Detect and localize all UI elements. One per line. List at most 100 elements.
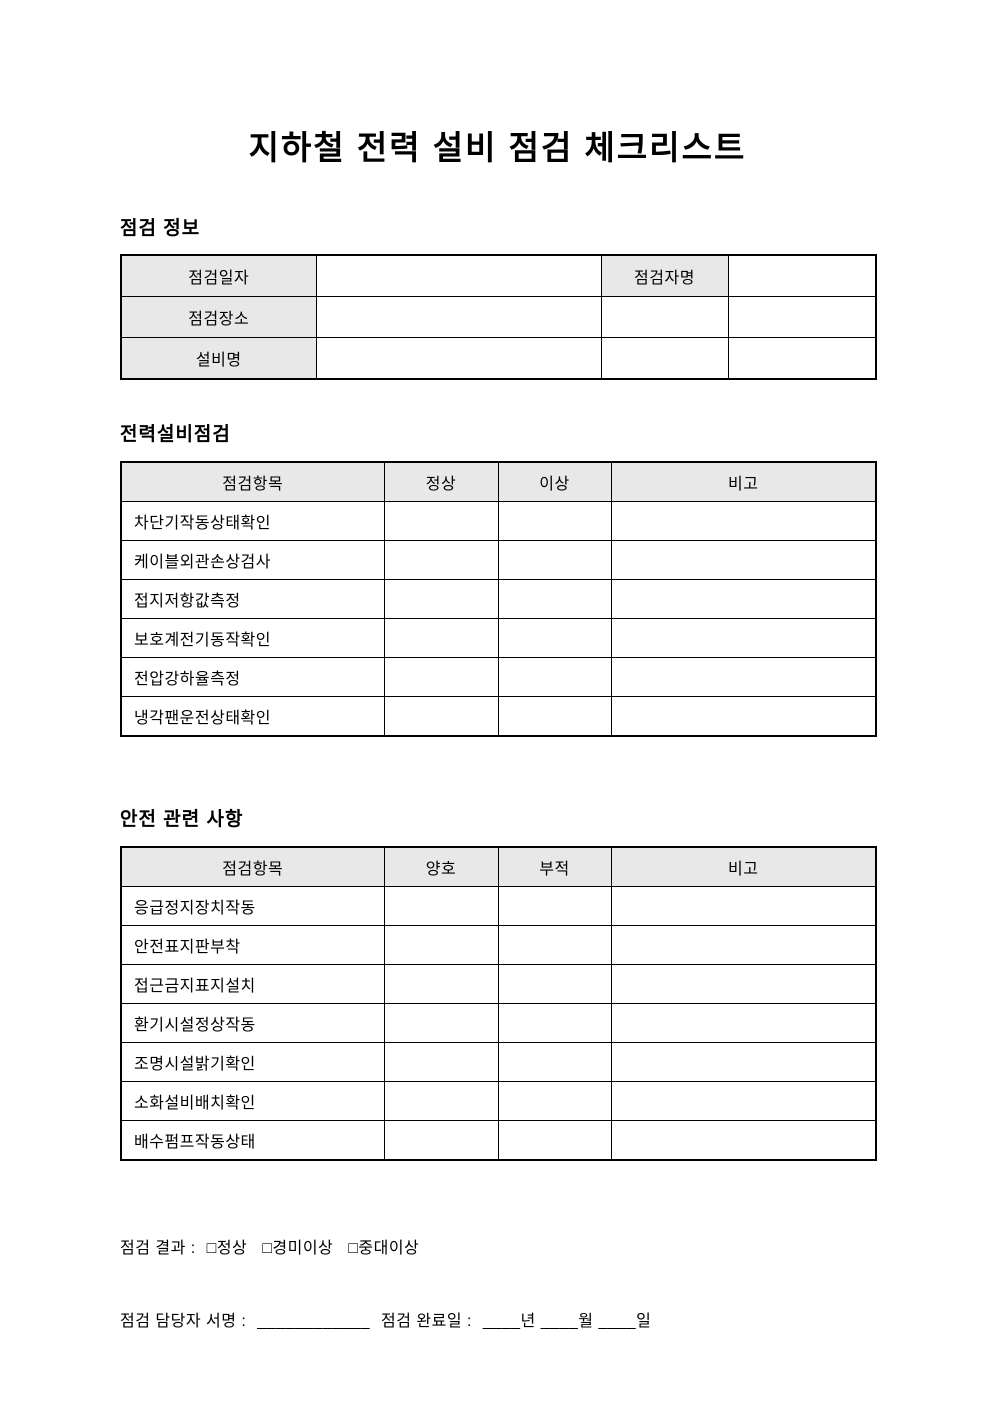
item-label: 환기시설정상작동 [120,1002,385,1043]
check-cell-good[interactable] [383,924,499,965]
section-heading-power: 전력설비점검 [120,424,231,446]
safety-check-table: 점검항목 양호 부적 비고 응급정지장치작동 안전표지판부착 접근금지표지설치 … [120,845,877,1161]
signature-blank[interactable]: ____________ [257,1312,371,1330]
completion-month-blank[interactable]: ____월 [540,1312,594,1330]
section-heading-safety: 안전 관련 사항 [120,809,244,831]
check-cell-good[interactable] [383,1080,499,1121]
check-cell-bad[interactable] [497,963,612,1004]
field-value-location[interactable] [315,296,602,339]
table-row: 안전표지판부착 [120,924,877,965]
item-label: 차단기작동상태확인 [120,501,385,542]
document-title: 지하철 전력 설비 점검 체크리스트 [248,129,747,166]
remarks-cell[interactable] [610,696,877,737]
check-cell-normal[interactable] [383,540,499,581]
remarks-cell[interactable] [610,1041,877,1082]
check-cell-normal[interactable] [383,501,499,542]
item-label: 응급정지장치작동 [120,885,385,926]
table-row: 접지저항값측정 [120,579,877,620]
item-label: 접지저항값측정 [120,579,385,620]
remarks-cell[interactable] [610,924,877,965]
check-cell-abnormal[interactable] [497,501,612,542]
item-label: 소화설비배치확인 [120,1080,385,1121]
info-table: 점검일자 점검자명 점검장소 설비명 [120,254,877,381]
table-row: 배수펌프작동상태 [120,1119,877,1161]
check-cell-abnormal[interactable] [497,657,612,698]
field-value-date[interactable] [315,254,602,298]
remarks-cell[interactable] [610,501,877,542]
check-cell-bad[interactable] [497,1080,612,1121]
checkbox-option-major[interactable]: □중대이상 [348,1239,420,1257]
table-row: 보호계전기동작확인 [120,618,877,659]
power-header-row: 점검항목 정상 이상 비고 [120,461,877,503]
table-row: 접근금지표지설치 [120,963,877,1004]
result-label: 점검 결과 : [120,1239,196,1257]
check-cell-good[interactable] [383,1041,499,1082]
remarks-cell[interactable] [610,885,877,926]
check-cell-normal[interactable] [383,657,499,698]
remarks-cell[interactable] [610,1002,877,1043]
item-label: 전압강하율측정 [120,657,385,698]
remarks-cell[interactable] [610,540,877,581]
field-label-date: 점검일자 [120,254,317,298]
field-label-inspector: 점검자명 [600,254,729,298]
empty-cell[interactable] [600,337,729,380]
completion-label: 점검 완료일 : [381,1312,472,1330]
item-label: 케이블외관손상검사 [120,540,385,581]
remarks-cell[interactable] [610,1119,877,1161]
completion-year-blank[interactable]: ____년 [482,1312,536,1330]
table-row: 전압강하율측정 [120,657,877,698]
item-label: 안전표지판부착 [120,924,385,965]
table-row: 조명시설밝기확인 [120,1041,877,1082]
column-header-abnormal: 이상 [497,461,612,503]
completion-day-blank[interactable]: ____일 [598,1312,652,1330]
check-cell-abnormal[interactable] [497,618,612,659]
table-row: 환기시설정상작동 [120,1002,877,1043]
column-header-item: 점검항목 [120,846,385,887]
check-cell-abnormal[interactable] [497,696,612,737]
table-row: 소화설비배치확인 [120,1080,877,1121]
check-cell-good[interactable] [383,1002,499,1043]
info-row-date: 점검일자 점검자명 [120,254,877,298]
check-cell-normal[interactable] [383,618,499,659]
remarks-cell[interactable] [610,657,877,698]
empty-cell[interactable] [727,296,877,339]
power-check-table: 점검항목 정상 이상 비고 차단기작동상태확인 케이블외관손상검사 접지저항값측… [120,461,877,738]
check-cell-bad[interactable] [497,1041,612,1082]
remarks-cell[interactable] [610,963,877,1004]
check-cell-normal[interactable] [383,696,499,737]
check-cell-good[interactable] [383,963,499,1004]
remarks-cell[interactable] [610,1080,877,1121]
section-heading-info: 점검 정보 [120,217,201,239]
check-cell-bad[interactable] [497,885,612,926]
field-label-equipment: 설비명 [120,337,317,380]
item-label: 조명시설밝기확인 [120,1041,385,1082]
remarks-cell[interactable] [610,579,877,620]
safety-header-row: 점검항목 양호 부적 비고 [120,846,877,887]
check-cell-good[interactable] [383,1119,499,1161]
empty-cell[interactable] [727,337,877,380]
table-row: 응급정지장치작동 [120,885,877,926]
info-row-location: 점검장소 [120,296,877,339]
check-cell-normal[interactable] [383,579,499,620]
check-cell-bad[interactable] [497,1002,612,1043]
check-cell-bad[interactable] [497,924,612,965]
result-line: 점검 결과 : □정상 □경미이상 □중대이상 [120,1239,875,1260]
check-cell-good[interactable] [383,885,499,926]
empty-cell[interactable] [600,296,729,339]
column-header-bad: 부적 [497,846,612,887]
remarks-cell[interactable] [610,618,877,659]
check-cell-abnormal[interactable] [497,579,612,620]
column-header-remarks: 비고 [610,461,877,503]
check-cell-abnormal[interactable] [497,540,612,581]
checkbox-option-minor[interactable]: □경미이상 [262,1239,334,1257]
check-cell-bad[interactable] [497,1119,612,1161]
item-label: 보호계전기동작확인 [120,618,385,659]
info-row-equipment: 설비명 [120,337,877,380]
field-value-equipment[interactable] [315,337,602,380]
signature-label: 점검 담당자 서명 : [120,1312,247,1330]
checkbox-option-normal[interactable]: □정상 [206,1239,248,1257]
table-row: 케이블외관손상검사 [120,540,877,581]
field-value-inspector[interactable] [727,254,877,298]
table-row: 냉각팬운전상태확인 [120,696,877,737]
